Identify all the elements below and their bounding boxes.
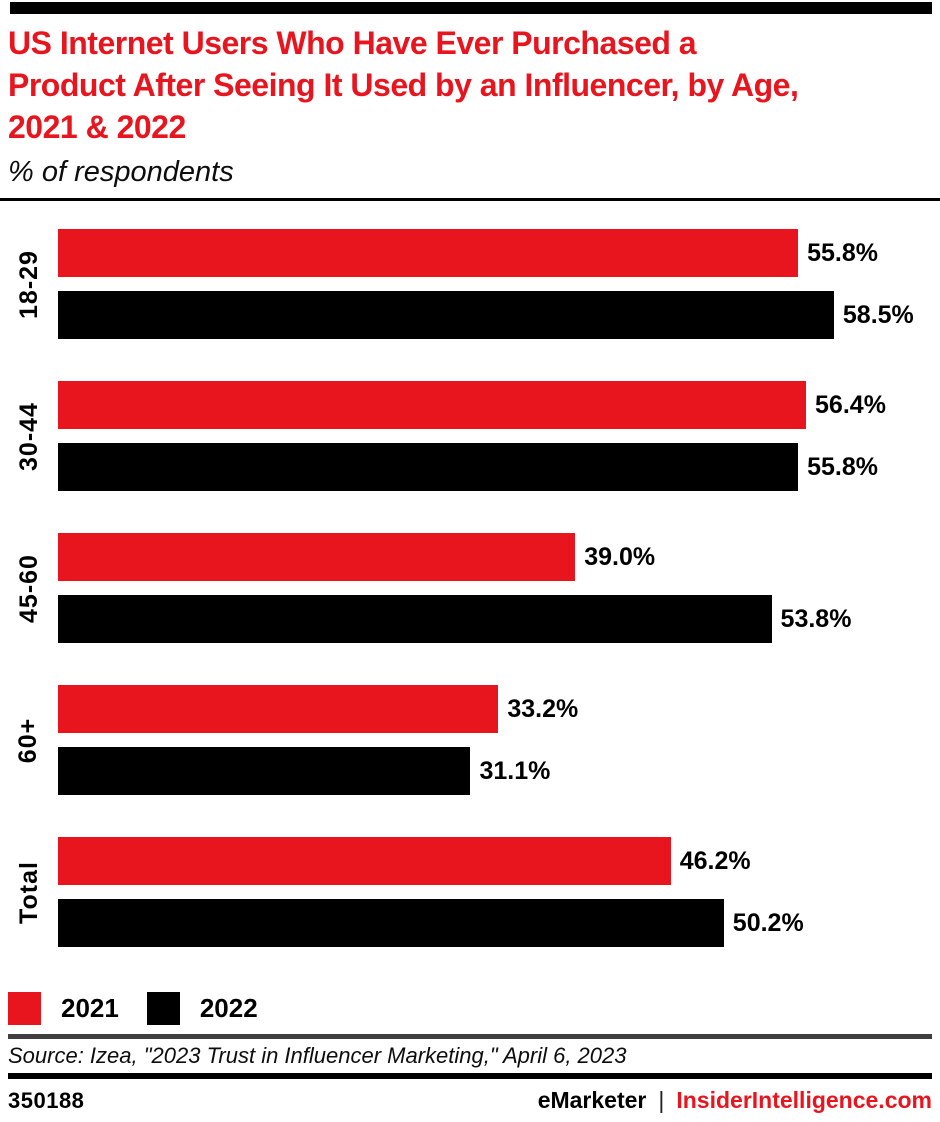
bar-pair: 55.8% 58.5% [58, 229, 940, 339]
bar-2021-Total [58, 837, 671, 885]
brand-site: InsiderIntelligence.com [676, 1087, 932, 1113]
bar-2022-30-44 [58, 443, 799, 491]
category-group-18-29: 18-29 55.8% 58.5% [0, 229, 940, 339]
bar-2021-30-44 [58, 381, 807, 429]
bar-value-label: 55.8% [807, 452, 878, 481]
chart-subtitle: % of respondents [8, 156, 234, 188]
legend: 2021 2022 [0, 991, 940, 1025]
legend-swatch-2021 [8, 991, 41, 1025]
category-group-Total: Total 46.2% 50.2% [0, 837, 940, 947]
bar-value-label: 55.8% [807, 238, 878, 267]
category-label-box: 60+ [0, 685, 58, 795]
category-group-45-60: 45-60 39.0% 53.8% [0, 533, 940, 643]
bar-value-label: 56.4% [815, 390, 886, 419]
bar-row: 58.5% [58, 291, 940, 339]
bar-value-label: 50.2% [732, 908, 804, 937]
bar-2022-18-29 [58, 291, 834, 339]
bar-pair: 56.4% 55.8% [58, 381, 940, 491]
bar-pair: 39.0% 53.8% [58, 533, 940, 643]
title-line-2: Product After Seeing It Used by an Influ… [8, 67, 799, 103]
category-label-box: 30-44 [0, 381, 58, 491]
bar-row: 56.4% [58, 381, 940, 429]
footer: 350188 eMarketer | InsiderIntelligence.c… [0, 1087, 940, 1114]
category-label: 30-44 [14, 401, 43, 471]
bar-value-label: 53.8% [780, 604, 852, 633]
bar-chart: 18-29 55.8% 58.5% 30-44 56.4% 55.8% 45-60 39.0%… [0, 229, 940, 947]
category-label: Total [14, 860, 43, 924]
chart-header: US Internet Users Who Have Ever Purchase… [0, 14, 940, 190]
bar-value-label: 31.1% [479, 756, 551, 785]
title-line-1: US Internet Users Who Have Ever Purchase… [8, 25, 697, 61]
chart-title: US Internet Users Who Have Ever Purchase… [8, 22, 932, 148]
title-line-3: 2021 & 2022 [8, 109, 186, 145]
bar-2021-18-29 [58, 229, 799, 277]
bar-pair: 33.2% 31.1% [58, 685, 940, 795]
category-label: 18-29 [14, 249, 43, 319]
bar-value-label: 58.5% [842, 300, 914, 329]
bar-2022-Total [58, 899, 724, 947]
bar-value-label: 39.0% [584, 542, 656, 571]
header-divider [0, 198, 940, 201]
legend-label-2022: 2022 [199, 992, 258, 1023]
legend-swatch-2022 [146, 991, 180, 1025]
chart-id: 350188 [8, 1088, 85, 1113]
brand-lockup: eMarketer | InsiderIntelligence.com [538, 1087, 932, 1114]
bar-row: 31.1% [58, 747, 940, 795]
category-label-box: 18-29 [0, 229, 58, 339]
category-group-60+: 60+ 33.2% 31.1% [0, 685, 940, 795]
bar-2021-60+ [58, 685, 499, 733]
category-label-box: 45-60 [0, 533, 58, 643]
brand-emarketer: eMarketer [537, 1087, 647, 1113]
bar-row: 50.2% [58, 899, 940, 947]
source-note: Source: Izea, "2023 Trust in Influencer … [8, 1043, 627, 1068]
brand-separator: | [658, 1087, 665, 1113]
bar-2021-45-60 [58, 533, 576, 581]
bar-row: 55.8% [58, 443, 940, 491]
legend-label-2021: 2021 [61, 992, 119, 1023]
bar-pair: 46.2% 50.2% [58, 837, 940, 947]
bar-2022-45-60 [58, 595, 772, 643]
bar-value-label: 33.2% [507, 694, 579, 723]
bar-row: 53.8% [58, 595, 940, 643]
top-accent-bar [10, 2, 932, 14]
category-group-30-44: 30-44 56.4% 55.8% [0, 381, 940, 491]
legend-item-2022: 2022 [146, 991, 258, 1025]
bar-row: 55.8% [58, 229, 940, 277]
bar-2022-60+ [58, 747, 471, 795]
legend-item-2021: 2021 [8, 991, 119, 1025]
legend-divider [8, 1034, 932, 1039]
bar-row: 39.0% [58, 533, 940, 581]
category-label: 45-60 [14, 553, 43, 623]
category-label-box: Total [0, 837, 58, 947]
bar-row: 46.2% [58, 837, 940, 885]
bar-row: 33.2% [58, 685, 940, 733]
footer-divider [8, 1073, 932, 1079]
bar-value-label: 46.2% [679, 846, 751, 875]
category-label: 60+ [14, 717, 43, 763]
